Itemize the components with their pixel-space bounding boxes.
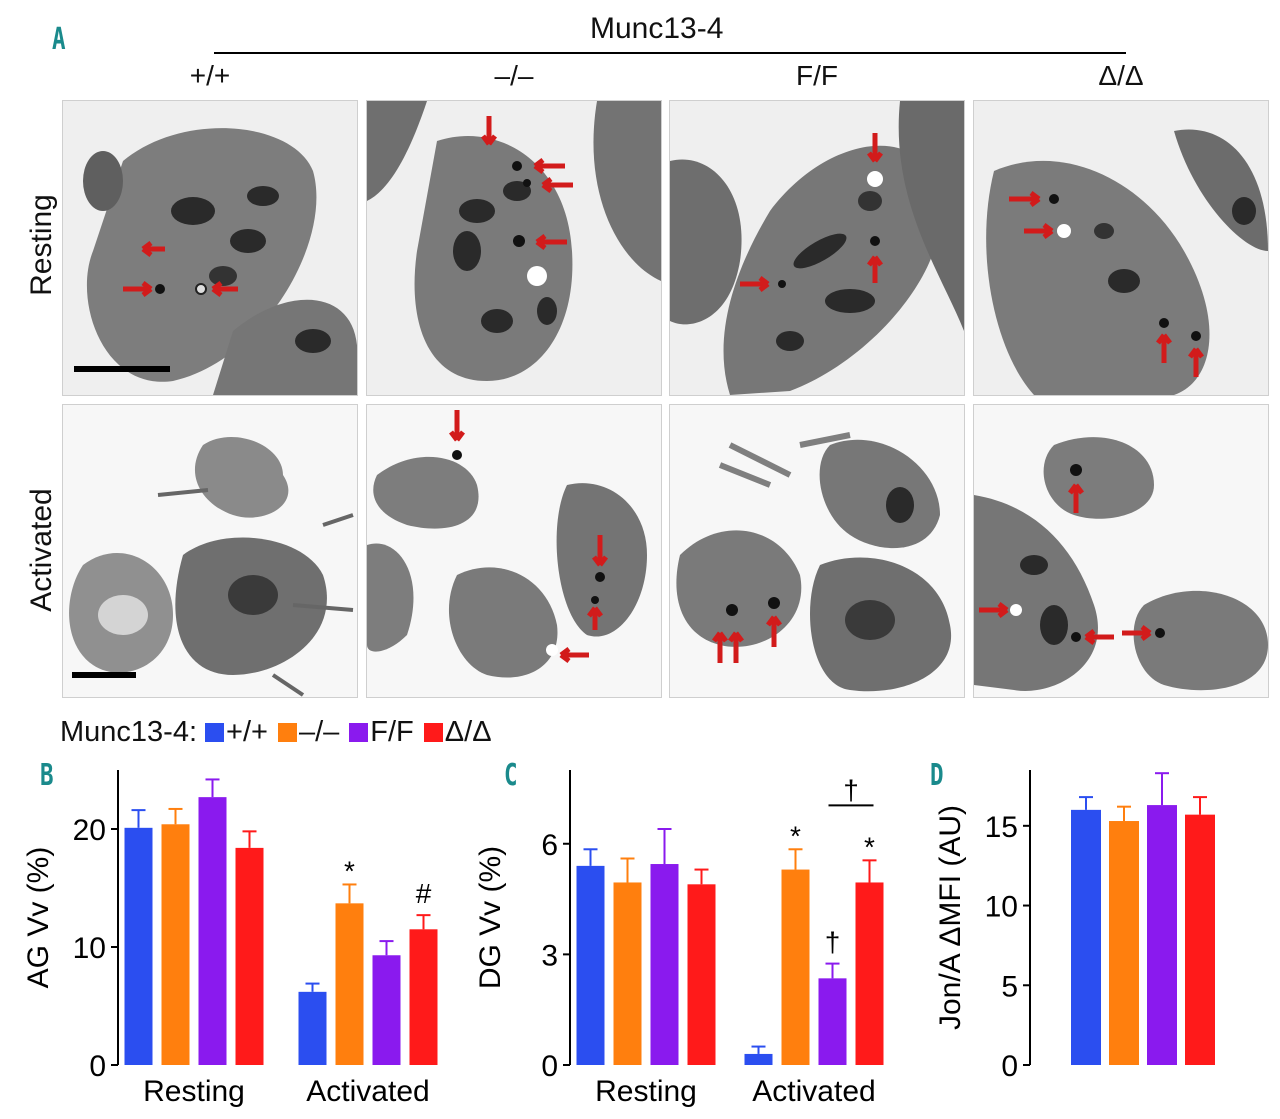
legend-swatch-wt (205, 723, 225, 742)
panel-letter-b: B (40, 758, 54, 793)
y-tick-label-b: 0 (89, 1050, 106, 1083)
y-axis-title-b: AG Vv (%) (22, 847, 55, 989)
row-label-activated: Activated (25, 488, 58, 612)
legend: Munc13-4: +/+ –/– F/F Δ/Δ (60, 716, 494, 749)
bar-c (818, 978, 847, 1065)
bar-c (855, 882, 884, 1065)
bar-c (650, 864, 679, 1065)
chart-d: 0 5 10 15 Jon/A ΔMFI (AU) (934, 770, 1215, 1083)
column-label-ko: –/– (494, 60, 534, 91)
significance-mark-c: † (825, 927, 841, 958)
panel-letter-d: D (930, 758, 944, 793)
y-tick-label-d: 15 (985, 811, 1018, 844)
row-label-resting: Resting (25, 194, 58, 296)
chart-b: 0 10 20 AG Vv (%) Resting Activated * # (22, 770, 438, 1108)
legend-label-wt: +/+ (226, 716, 268, 748)
panel-letter-c: C (504, 758, 518, 793)
micrograph-resting-ko (366, 100, 662, 396)
micrograph-resting-dd (973, 100, 1269, 396)
bar-c (576, 865, 605, 1065)
scale-bar-activated (72, 672, 136, 678)
bar-d (1071, 809, 1101, 1065)
column-label-ff: F/F (796, 60, 838, 91)
bar-b (335, 903, 364, 1065)
micrograph-resting-wt (62, 100, 358, 396)
legend-label-ko: –/– (298, 716, 340, 748)
y-tick-label-c: 3 (541, 939, 558, 972)
bar-b (161, 824, 190, 1065)
micrograph-activated-ko (366, 404, 662, 698)
scale-bar-resting (74, 366, 170, 372)
bar-b (409, 929, 438, 1065)
significance-mark-b: * (344, 855, 355, 886)
micrograph-activated-dd (973, 404, 1269, 698)
bar-b (124, 827, 153, 1065)
significance-mark-b: # (416, 878, 432, 909)
bar-c (744, 1053, 773, 1065)
legend-title: Munc13-4: (60, 716, 198, 748)
y-tick-label-b: 20 (73, 814, 106, 847)
panel-a-header: Munc13-4 (590, 12, 724, 45)
group-label-b: Resting (143, 1075, 245, 1108)
bar-d (1185, 814, 1215, 1065)
group-label-c: Resting (595, 1075, 697, 1108)
group-label-c: Activated (752, 1075, 875, 1108)
bar-b (298, 991, 327, 1065)
panel-letter-a: A (52, 22, 66, 57)
y-tick-label-d: 0 (1001, 1050, 1018, 1083)
y-axis-title-c: DG Vv (%) (474, 846, 507, 989)
legend-swatch-ko (277, 723, 297, 742)
significance-mark-c: * (864, 831, 875, 862)
y-tick-label-c: 0 (541, 1050, 558, 1083)
column-label-dd: Δ/Δ (1098, 60, 1144, 91)
significance-mark-c: * (790, 820, 801, 851)
significance-mark-c: † (843, 774, 859, 805)
column-label-wt: +/+ (189, 60, 231, 91)
bar-c (781, 869, 810, 1065)
legend-label-ff: F/F (370, 716, 414, 748)
group-label-b: Activated (306, 1075, 429, 1108)
header-rule (214, 52, 1126, 54)
legend-swatch-dd (423, 723, 443, 742)
bar-b (198, 797, 227, 1065)
bar-c (613, 882, 642, 1065)
legend-swatch-ff (349, 723, 369, 742)
micrograph-activated-wt (62, 404, 358, 698)
bar-d (1147, 805, 1177, 1065)
y-axis-title-d: Jon/A ΔMFI (AU) (934, 805, 967, 1030)
micrograph-activated-ff (669, 404, 965, 698)
bar-d (1109, 821, 1139, 1065)
bar-c (687, 884, 716, 1065)
micrograph-resting-ff (669, 100, 965, 396)
y-tick-label-c: 6 (541, 829, 558, 862)
legend-label-dd: Δ/Δ (444, 716, 492, 748)
bar-b (372, 955, 401, 1065)
y-tick-label-d: 10 (985, 891, 1018, 924)
bar-b (235, 847, 264, 1065)
y-tick-label-b: 10 (73, 932, 106, 965)
y-tick-label-d: 5 (1001, 970, 1018, 1003)
arrow-marker (141, 241, 165, 257)
